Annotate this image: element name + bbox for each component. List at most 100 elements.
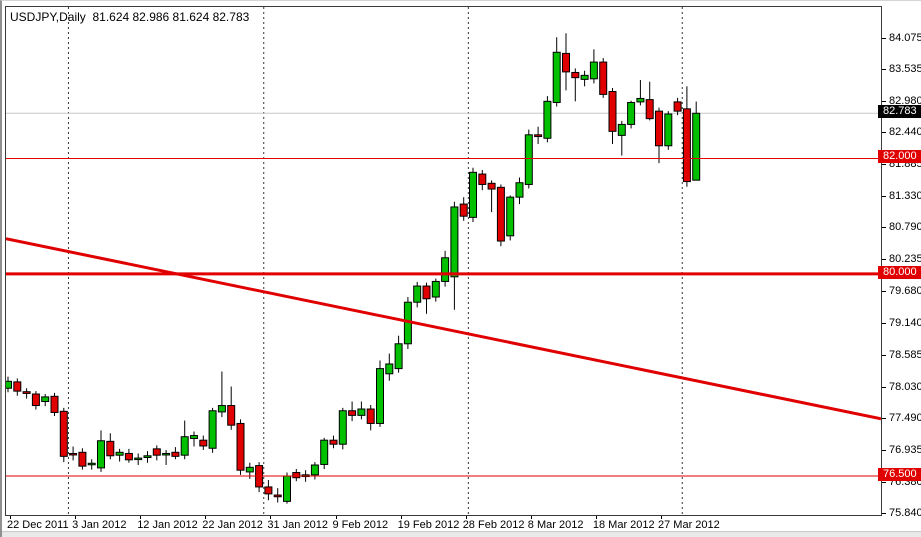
price-tick-mark (882, 417, 886, 419)
candle (190, 435, 198, 439)
candle (496, 186, 505, 242)
candle (441, 257, 450, 282)
candle (264, 486, 273, 495)
candle (292, 472, 301, 479)
candle (664, 113, 673, 147)
price-tick-mark (882, 513, 886, 515)
price-tick-label: 78.030 (889, 380, 921, 393)
date-tick-mark (140, 516, 142, 519)
price-tick-label: 79.140 (889, 316, 921, 329)
candle (59, 410, 68, 457)
candle (69, 452, 78, 456)
date-label: 22 Jan 2012 (202, 519, 263, 531)
price-tick-label: 78.585 (889, 348, 921, 361)
candle (506, 196, 515, 237)
date-tick-mark (270, 516, 272, 519)
chart-title: USDJPY,Daily 81.624 82.986 81.624 82.783 (10, 10, 250, 24)
candle (422, 285, 431, 300)
candle (645, 99, 654, 120)
candle (394, 343, 403, 370)
date-label: 12 Jan 2012 (137, 519, 198, 531)
candle (87, 462, 96, 466)
price-tick-label: 75.840 (889, 507, 921, 520)
price-tick-mark (882, 322, 886, 324)
price-tick-label: 77.490 (889, 411, 921, 424)
candle (366, 408, 375, 424)
candle (589, 61, 598, 80)
candle (673, 101, 682, 112)
candle (106, 440, 115, 457)
trendline[interactable] (6, 237, 881, 421)
candle (376, 368, 384, 424)
date-tick-mark (335, 516, 337, 519)
price-tick-mark (882, 354, 886, 356)
candle (124, 452, 133, 461)
date-label: 18 Mar 2012 (592, 519, 655, 531)
price-scale[interactable]: 84.075 83.535 82.980 82.440 81.885 81.330 80.7… (878, 6, 921, 520)
candle (338, 410, 347, 445)
candle (310, 464, 319, 476)
candle (478, 173, 487, 185)
date-label: 3 Jan 2012 (72, 519, 127, 531)
candle (329, 439, 338, 445)
date-tick-mark (661, 516, 662, 519)
candle (273, 494, 282, 498)
time-scale[interactable]: 22 Dec 2011 3 Jan 2012 12 Jan 2012 22 Jan 2… (5, 516, 882, 531)
current-price-badge: 82.783 (878, 105, 921, 119)
window-bottom-edge (2, 531, 921, 537)
candlestick-chart (6, 7, 881, 515)
candle (171, 451, 180, 457)
price-tick-mark (882, 386, 886, 388)
date-label: 28 Feb 2012 (462, 519, 525, 531)
date-tick-mark (530, 516, 532, 519)
price-tick-label: 82.440 (889, 126, 921, 139)
price-tick-label: 82.980 (889, 94, 921, 107)
price-tick-label: 83.535 (889, 62, 921, 75)
candle (41, 396, 50, 403)
candle (357, 408, 366, 416)
price-tick-label: 80.235 (889, 253, 921, 266)
candle (320, 439, 329, 465)
date-tick-mark (75, 516, 77, 519)
candle (162, 452, 171, 456)
candle (571, 71, 580, 79)
date-label: 19 Feb 2012 (397, 519, 460, 531)
candle (524, 134, 533, 185)
candle (245, 466, 254, 473)
date-label: 27 Mar 2012 (658, 519, 720, 531)
price-tick-mark (882, 227, 886, 229)
candle (487, 182, 496, 190)
level-price-badge: 76.500 (878, 467, 921, 481)
date-tick-mark (205, 516, 207, 519)
candle (97, 440, 105, 469)
candle (617, 123, 626, 136)
candle (580, 74, 589, 80)
plot-area[interactable]: USDJPY,Daily 81.624 82.986 81.624 82.783 (5, 6, 882, 516)
price-tick-mark (882, 100, 886, 102)
candle (515, 182, 524, 198)
price-tick-mark (882, 68, 886, 70)
price-tick-mark (882, 37, 886, 39)
candle (413, 285, 422, 303)
candle (13, 381, 22, 392)
candle (431, 280, 440, 298)
date-tick-mark (465, 516, 467, 519)
candle (143, 455, 152, 459)
candle (348, 410, 357, 416)
candle (180, 436, 189, 456)
candle (608, 91, 617, 132)
candle (692, 112, 701, 181)
candle (655, 110, 663, 147)
price-tick-mark (882, 132, 886, 134)
candle (469, 171, 477, 218)
candle (236, 422, 245, 471)
candle (6, 380, 12, 389)
candle (459, 203, 468, 217)
candle (450, 206, 459, 278)
date-label: 31 Jan 2012 (267, 519, 328, 531)
candle (22, 391, 31, 394)
candle (385, 363, 394, 375)
level-price-badge: 80.000 (878, 265, 921, 279)
candle (217, 405, 226, 413)
date-tick-mark (10, 516, 11, 519)
